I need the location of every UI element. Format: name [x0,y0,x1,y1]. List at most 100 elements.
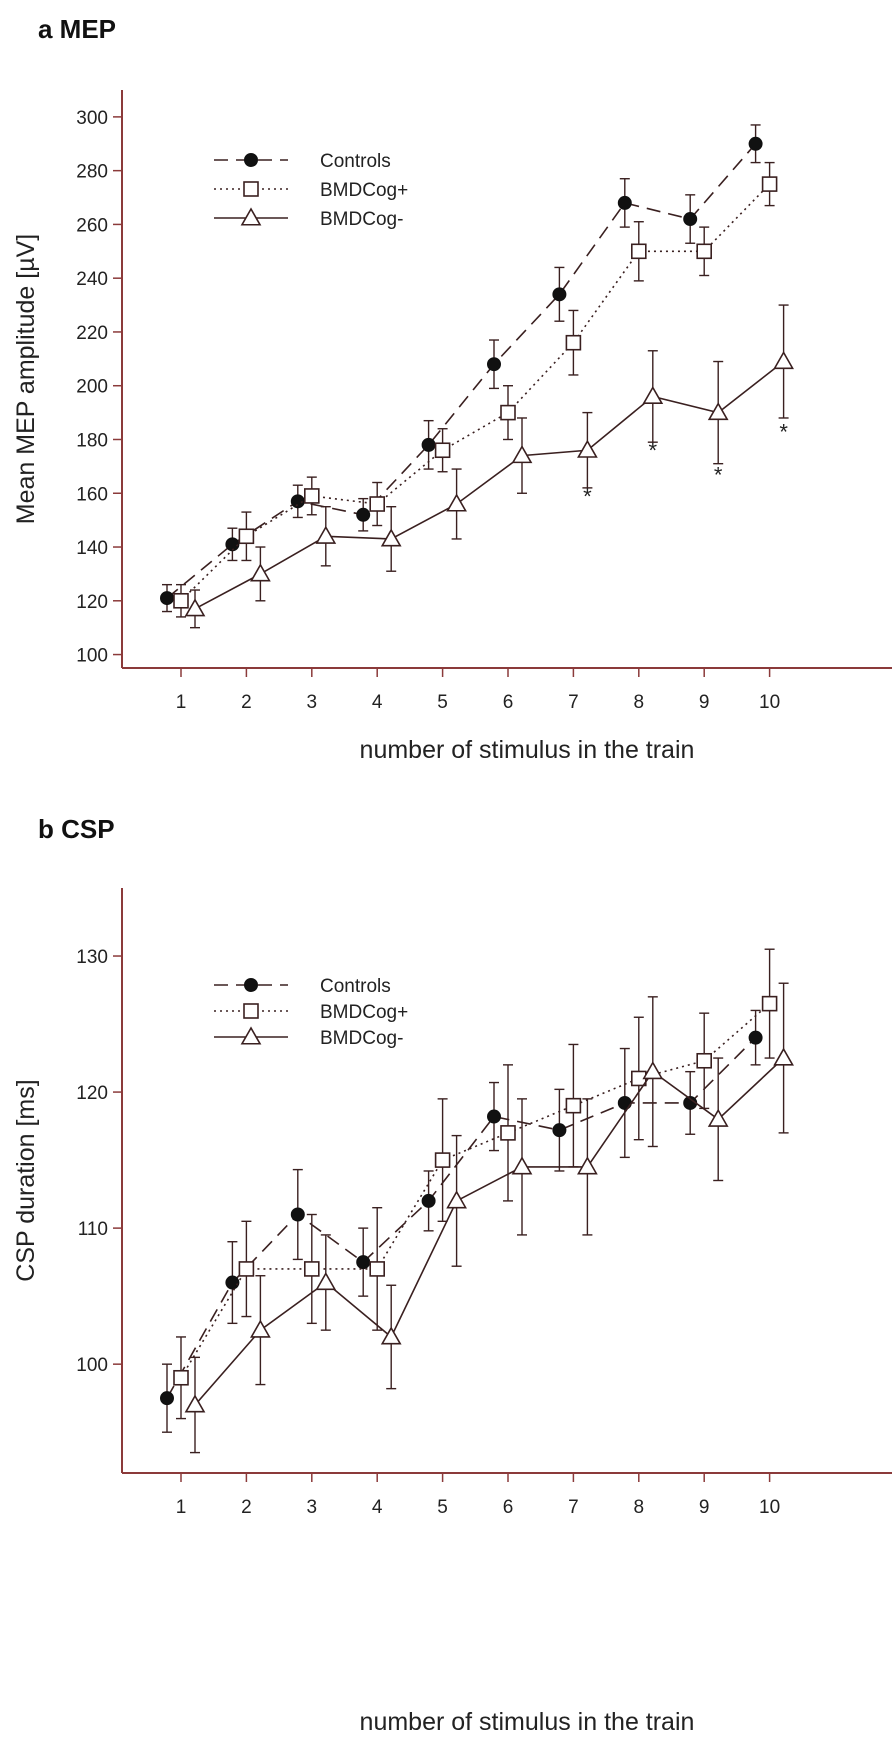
x-tick-label: 5 [437,692,448,713]
data-point [500,1125,516,1141]
legend-label: Controls [320,976,391,997]
series-Controls [160,124,763,613]
data-point [356,507,371,522]
data-point [642,1061,664,1080]
data-point [434,1152,451,1168]
y-tick-label: 280 [76,162,108,183]
legend-label: BMDCog+ [320,180,408,201]
data-point [184,598,206,617]
legend-entry: Controls [214,976,391,997]
data-point [707,401,729,421]
legend-label: BMDCog- [320,209,403,230]
x-tick-label: 10 [759,692,780,713]
x-axis-label: number of stimulus in the train [360,736,695,764]
x-tick-label: 2 [241,692,252,713]
y-tick-label: 240 [76,269,108,290]
data-point [683,212,698,227]
legend-entry: BMDCog+ [214,180,408,201]
x-tick-label: 7 [568,692,579,713]
chart-title: a MEP [38,14,116,44]
data-point [315,525,337,544]
data-point [225,1275,240,1290]
data-point [446,493,467,512]
data-point [315,1271,337,1291]
data-point [552,287,567,302]
x-tick-label: 3 [307,1497,318,1518]
y-tick-label: 120 [76,592,108,613]
chart-panel-2: b CSP 100 110 120 130 1 2 3 4 5 6 7 8 9 10 CSP duration… [12,814,892,1736]
series-Controls [160,1009,763,1433]
chart-panel-1: a MEP 100 120 140 160 180 200 220 240 260 280 300 1 2… [12,14,892,764]
x-tick-label: 5 [437,1497,448,1518]
legend-label: BMDCog+ [320,1002,408,1023]
data-point [238,1261,255,1277]
x-tick-label: 1 [176,692,187,713]
data-point [617,195,632,210]
legend-entry: Controls [214,151,391,172]
data-point [369,496,386,512]
y-tick-label: 140 [76,538,108,559]
data-point [421,437,436,452]
data-point [748,1030,763,1045]
x-tick-label: 1 [176,1497,187,1518]
x-tick-label: 8 [634,1497,645,1518]
x-tick-label: 4 [372,1497,383,1518]
series-line [166,143,757,599]
legend-label: Controls [320,151,391,172]
data-point [565,334,582,351]
significance-marker: * [583,484,592,509]
data-point [642,385,664,405]
y-tick-label: 260 [76,215,108,236]
data-point [238,528,255,545]
legend-marker [244,153,258,167]
legend-entry: BMDCog+ [214,1002,408,1023]
data-point [696,1052,713,1069]
data-point [250,563,271,582]
x-tick-label: 9 [699,692,710,713]
significance-marker: * [649,438,658,463]
x-tick-label: 3 [307,692,318,713]
data-point [356,1255,371,1270]
y-tick-label: 130 [76,947,108,968]
y-tick-label: 200 [76,377,108,398]
data-point [707,1108,729,1127]
y-tick-label: 160 [76,484,108,505]
series-BMDCog+ [173,948,778,1420]
x-tick-label: 4 [372,692,383,713]
data-point [617,1095,632,1110]
significance-marker: * [779,419,788,444]
data-point [160,591,174,606]
data-point [761,995,778,1012]
data-point [773,350,794,370]
series-BMDCog+ [173,161,778,618]
legend-marker [240,1026,262,1045]
data-point [511,445,533,464]
legend-entry: BMDCog- [214,1026,403,1049]
legend-marker [240,207,262,226]
data-point [748,136,763,151]
data-point [369,1261,386,1277]
series-line [194,1057,785,1406]
series-line [194,360,785,610]
x-tick-label: 10 [759,1497,780,1518]
data-point [173,1369,189,1386]
data-point [487,1109,501,1124]
y-tick-label: 100 [76,646,108,667]
legend-marker [244,978,258,992]
data-point [487,357,501,372]
y-tick-label: 110 [78,1219,108,1240]
data-point [250,1319,271,1338]
data-point [446,1190,467,1209]
y-tick-label: 120 [76,1083,108,1104]
data-point [160,1391,174,1406]
series-BMDCog- [184,304,794,629]
data-point [303,488,320,504]
data-point [565,1097,582,1114]
series-line [166,1037,757,1399]
data-point [380,1326,402,1345]
data-point [303,1261,320,1277]
x-tick-label: 6 [503,692,514,713]
legend-marker [243,1003,259,1019]
data-point [552,1123,567,1138]
